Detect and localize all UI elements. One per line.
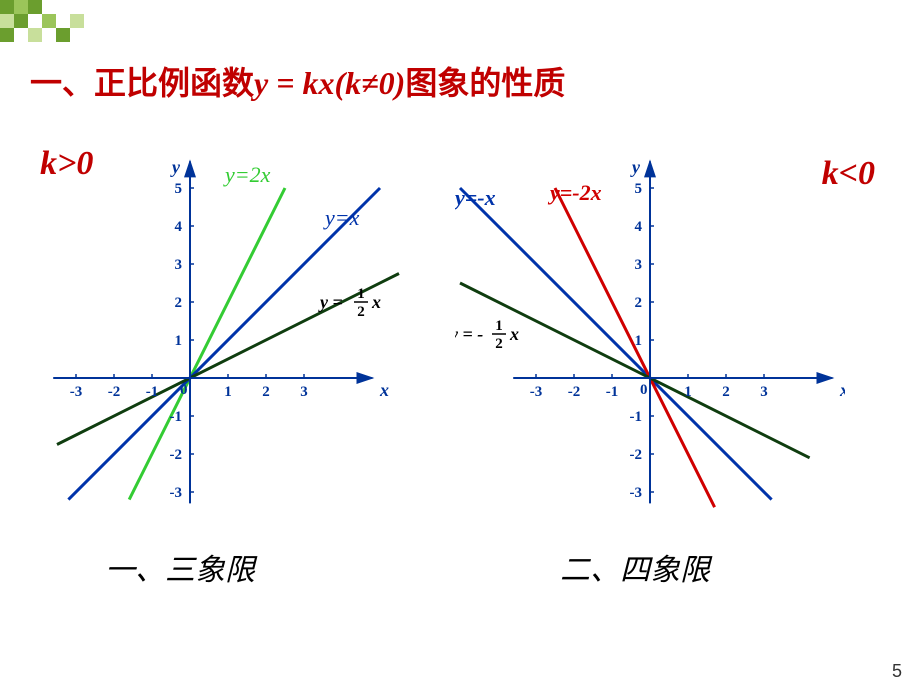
svg-text:y = -: y = - [455,324,483,344]
svg-text:-2: -2 [630,447,643,463]
svg-text:y=x: y=x [323,205,360,230]
svg-text:x: x [371,292,381,312]
page-number: 5 [892,661,902,682]
svg-text:3: 3 [635,257,643,273]
svg-text:-2: -2 [170,447,183,463]
quadrant-label-right: 二、四象限 [560,545,710,589]
svg-text:0: 0 [180,382,188,398]
svg-text:x: x [509,324,519,344]
svg-text:-3: -3 [70,384,83,400]
svg-text:1: 1 [175,333,183,349]
svg-text:2: 2 [722,384,730,400]
svg-text:-1: -1 [146,384,159,400]
svg-text:3: 3 [760,384,768,400]
svg-text:-2: -2 [568,384,581,400]
svg-text:y: y [170,157,181,177]
svg-text:-1: -1 [170,409,183,425]
svg-text:0: 0 [640,382,648,398]
svg-text:-2: -2 [108,384,121,400]
title-formula: y = kx(k≠0) [254,65,405,101]
svg-text:y=2x: y=2x [223,162,271,187]
svg-text:5: 5 [635,181,643,197]
title-prefix: 一、正比例函数 [30,65,254,101]
svg-text:1: 1 [635,333,643,349]
svg-text:1: 1 [684,384,692,400]
svg-text:1: 1 [357,286,365,302]
chart-positive-k: -3 -2 -1 1 2 3 1 2 3 4 5 -1 -2 -3 0 x y y=2x y=x y = 1 2 x [45,150,435,530]
title-suffix: 图象的性质 [405,65,565,101]
svg-text:4: 4 [635,219,643,235]
svg-text:2: 2 [635,295,643,311]
svg-text:-1: -1 [630,409,643,425]
svg-text:y =: y = [318,292,343,312]
svg-text:1: 1 [224,384,232,400]
svg-text:4: 4 [175,219,183,235]
svg-text:y=-2x: y=-2x [547,180,602,205]
svg-text:2: 2 [495,336,503,352]
svg-text:3: 3 [175,257,183,273]
svg-text:5: 5 [175,181,183,197]
svg-text:2: 2 [357,304,365,320]
svg-text:-3: -3 [530,384,543,400]
svg-text:-3: -3 [630,485,643,501]
svg-text:x: x [379,380,389,400]
svg-text:x: x [839,380,845,400]
corner-decoration [0,0,150,50]
svg-text:y=-x: y=-x [455,185,496,210]
quadrant-label-left: 一、三象限 [105,545,255,589]
slide-title: 一、正比例函数y = kx(k≠0)图象的性质 [30,58,565,104]
svg-text:2: 2 [175,295,183,311]
svg-text:1: 1 [495,318,503,334]
svg-text:2: 2 [262,384,270,400]
svg-text:y: y [630,157,641,177]
svg-text:3: 3 [300,384,308,400]
svg-text:-1: -1 [606,384,619,400]
chart-negative-k: -3-2-112312345-1-2-30xyy=-xy=-2xy = -12 … [455,150,845,530]
svg-text:-3: -3 [170,485,183,501]
